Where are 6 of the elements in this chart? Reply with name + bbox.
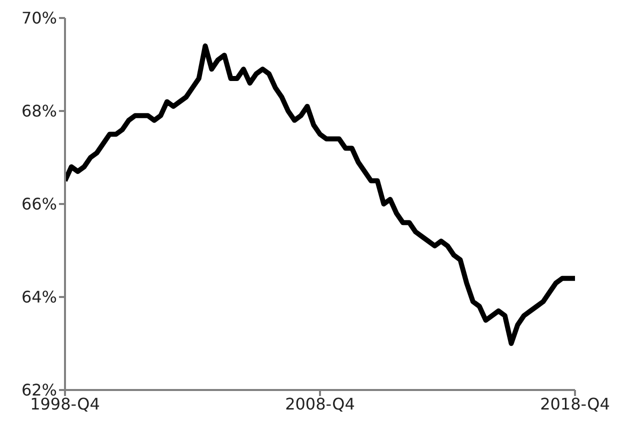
y-tick-label: 68% xyxy=(21,102,57,121)
x-tick-label: 2008-Q4 xyxy=(285,394,355,414)
y-tick-label: 64% xyxy=(21,288,57,307)
y-tick-label: 70% xyxy=(21,8,57,28)
y-tick-label: 66% xyxy=(21,194,57,214)
x-tick-label: 2018-Q4 xyxy=(540,394,610,414)
